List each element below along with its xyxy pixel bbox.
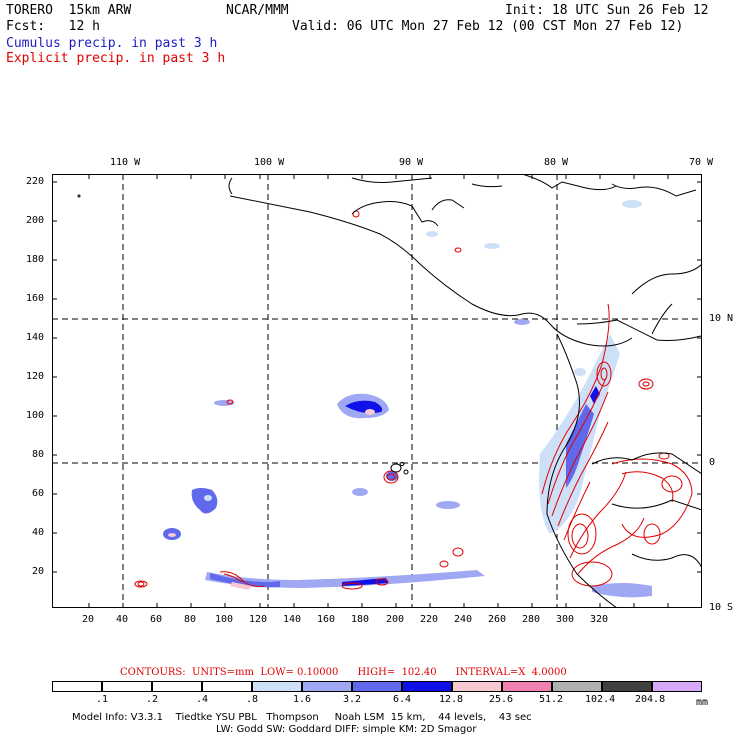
x-tick-label: 220 bbox=[420, 614, 439, 625]
colorbar-level: 1.6 bbox=[293, 694, 312, 705]
colorbar-level: 6.4 bbox=[393, 694, 412, 705]
colorbar-level: 3.2 bbox=[343, 694, 362, 705]
lat-label: 0 bbox=[709, 457, 716, 468]
colorbar-level: 102.4 bbox=[585, 694, 616, 705]
colorbar-cell bbox=[152, 681, 202, 692]
colorbar-cell bbox=[652, 681, 702, 692]
y-tick-label: 140 bbox=[26, 332, 45, 343]
x-tick-label: 180 bbox=[351, 614, 370, 625]
colorbar-cell bbox=[302, 681, 352, 692]
explicit-precip-contours bbox=[134, 210, 693, 590]
x-tick-label: 280 bbox=[522, 614, 541, 625]
colorbar bbox=[52, 681, 702, 692]
colorbar-cell bbox=[502, 681, 552, 692]
x-tick-label: 300 bbox=[556, 614, 575, 625]
x-tick-label: 320 bbox=[590, 614, 609, 625]
organization: NCAR/MMM bbox=[226, 3, 289, 18]
lon-label: 70 W bbox=[689, 157, 714, 168]
field-label-cumulus: Cumulus precip. in past 3 h bbox=[6, 36, 218, 51]
colorbar-cell bbox=[602, 681, 652, 692]
x-tick-label: 200 bbox=[386, 614, 405, 625]
physics-info: LW: Godd SW: Goddard DIFF: simple KM: 2D… bbox=[216, 724, 477, 735]
y-tick-label: 80 bbox=[32, 449, 45, 460]
lon-label: 80 W bbox=[544, 157, 569, 168]
forecast-hour: Fcst: 12 h bbox=[6, 19, 100, 34]
colorbar-cell bbox=[102, 681, 152, 692]
colorbar-level: 51.2 bbox=[539, 694, 564, 705]
init-time: Init: 18 UTC Sun 26 Feb 12 bbox=[505, 3, 709, 18]
colorbar-cell bbox=[52, 681, 102, 692]
y-tick-label: 40 bbox=[32, 527, 45, 538]
colorbar-level: 25.6 bbox=[489, 694, 514, 705]
colorbar-cell bbox=[252, 681, 302, 692]
colorbar-cell bbox=[452, 681, 502, 692]
x-tick-label: 20 bbox=[82, 614, 95, 625]
precip-map bbox=[52, 174, 702, 608]
frame-ticks bbox=[52, 174, 702, 608]
colorbar-unit: mm bbox=[696, 697, 709, 708]
y-tick-label: 60 bbox=[32, 488, 45, 499]
colorbar-cell bbox=[352, 681, 402, 692]
colorbar-level: 12.8 bbox=[439, 694, 464, 705]
colorbar-cell bbox=[552, 681, 602, 692]
x-tick-label: 240 bbox=[454, 614, 473, 625]
y-tick-label: 220 bbox=[26, 176, 45, 187]
lat-label: 10 S bbox=[709, 602, 734, 613]
coastlines bbox=[77, 174, 702, 608]
model-info: Model Info: V3.3.1 Tiedtke YSU PBL Thomp… bbox=[72, 712, 532, 723]
colorbar-level: 204.8 bbox=[635, 694, 666, 705]
y-tick-label: 20 bbox=[32, 566, 45, 577]
y-tick-label: 200 bbox=[26, 215, 45, 226]
x-tick-label: 60 bbox=[150, 614, 163, 625]
colorbar-level: .1 bbox=[96, 694, 109, 705]
x-tick-label: 260 bbox=[488, 614, 507, 625]
colorbar-level: .8 bbox=[246, 694, 259, 705]
colorbar-cell bbox=[202, 681, 252, 692]
y-tick-label: 160 bbox=[26, 293, 45, 304]
model-name: TORERO 15km ARW bbox=[6, 3, 132, 18]
field-label-explicit: Explicit precip. in past 3 h bbox=[6, 51, 226, 66]
colorbar-cell bbox=[402, 681, 452, 692]
y-tick-label: 120 bbox=[26, 371, 45, 382]
colorbar-level: .4 bbox=[196, 694, 209, 705]
contour-info: CONTOURS: UNITS=mm LOW= 0.10000 HIGH= 10… bbox=[120, 667, 567, 678]
lon-label: 110 W bbox=[110, 157, 141, 168]
x-tick-label: 100 bbox=[215, 614, 234, 625]
colorbar-level: .2 bbox=[146, 694, 159, 705]
lon-label: 90 W bbox=[399, 157, 424, 168]
x-tick-label: 160 bbox=[317, 614, 336, 625]
x-tick-label: 140 bbox=[283, 614, 302, 625]
x-tick-label: 120 bbox=[249, 614, 268, 625]
x-tick-label: 40 bbox=[116, 614, 129, 625]
lat-label: 10 N bbox=[709, 313, 734, 324]
y-tick-label: 100 bbox=[26, 410, 45, 421]
x-tick-label: 80 bbox=[184, 614, 197, 625]
valid-time: Valid: 06 UTC Mon 27 Feb 12 (00 CST Mon … bbox=[292, 19, 684, 34]
y-tick-label: 180 bbox=[26, 254, 45, 265]
lon-label: 100 W bbox=[254, 157, 285, 168]
